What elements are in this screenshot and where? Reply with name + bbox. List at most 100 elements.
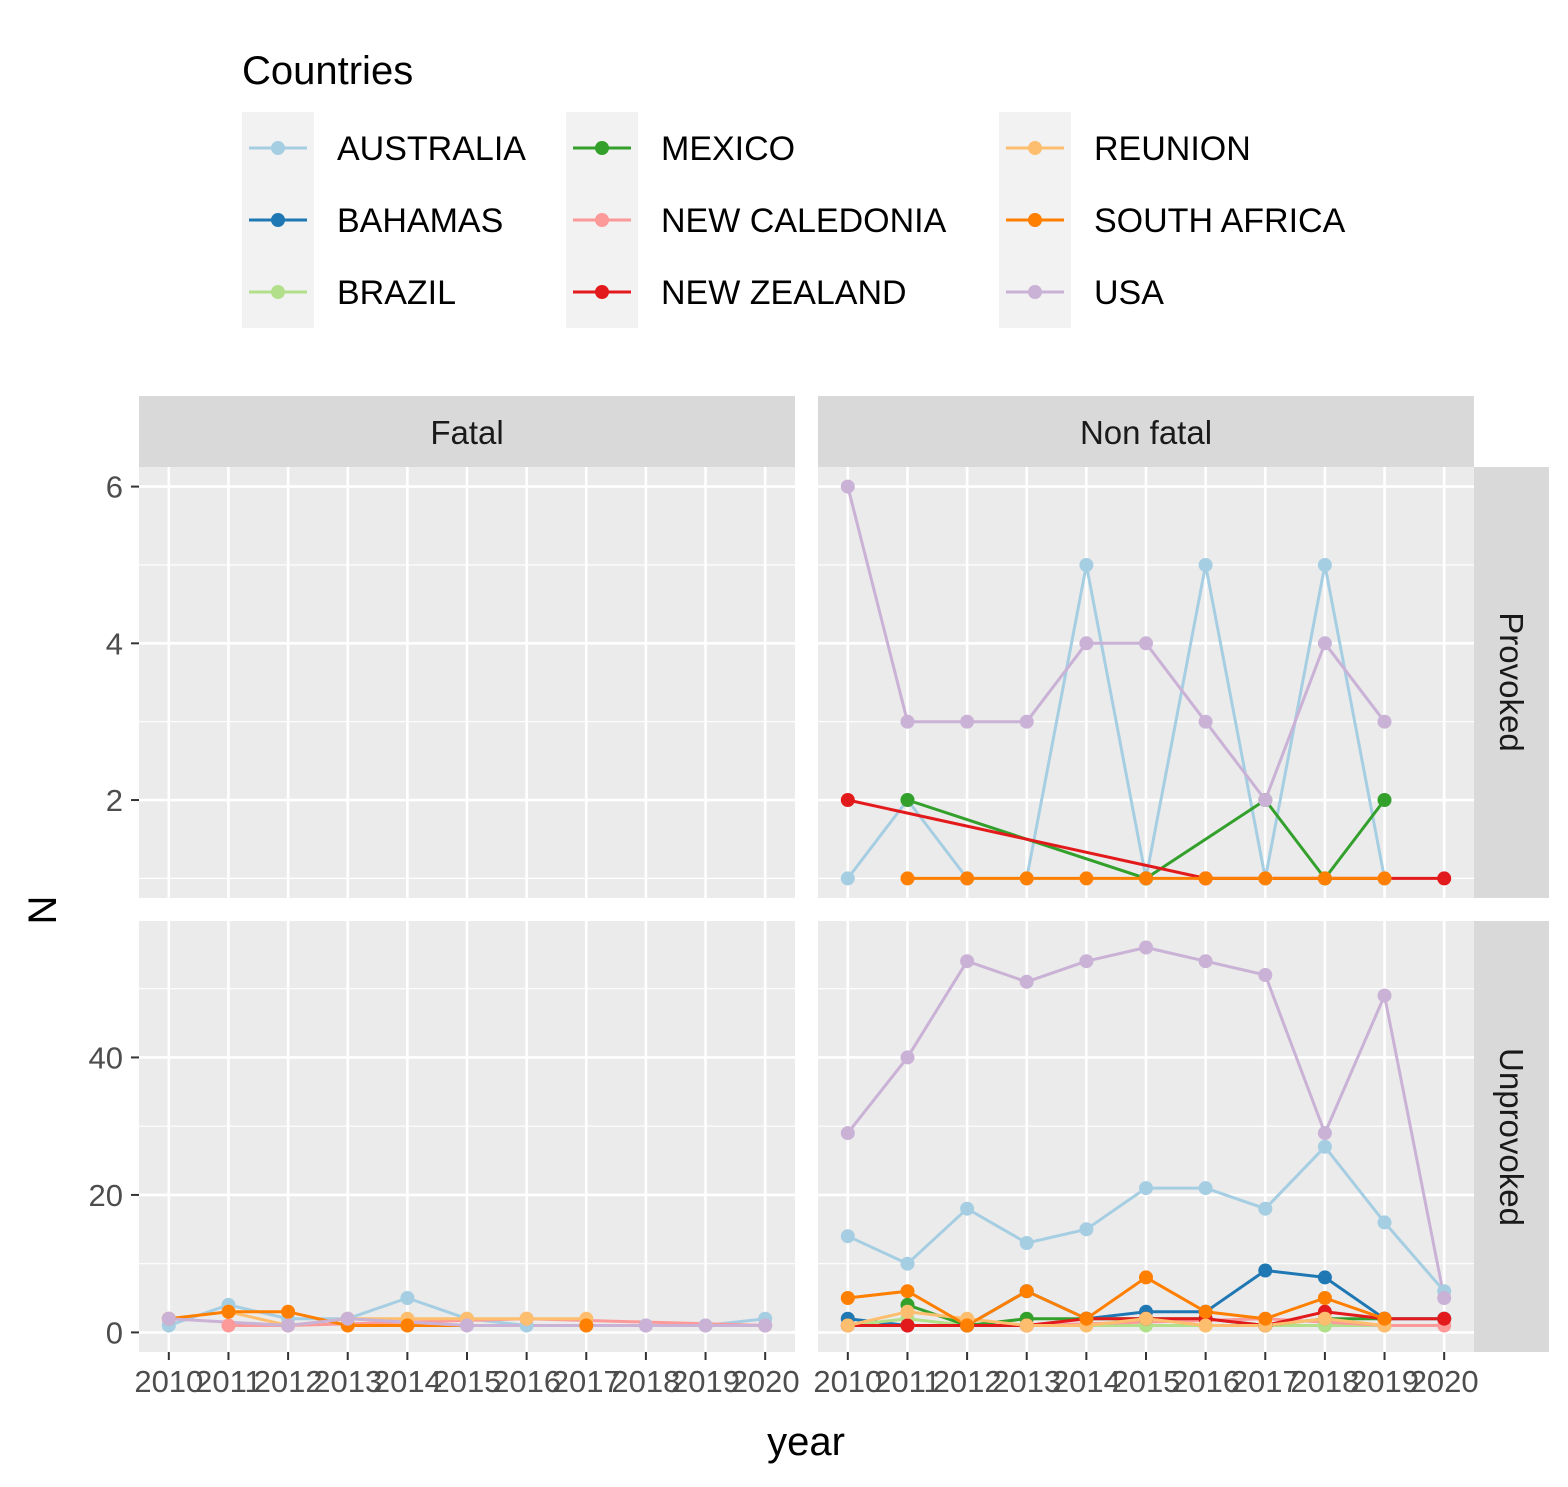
y-tick-label: 4 xyxy=(106,626,123,661)
data-point-usa xyxy=(1079,636,1094,651)
legend: Countries AUSTRALIA BAHAMAS BRAZIL MEXICO NE… xyxy=(242,49,1346,328)
legend-key-point xyxy=(595,141,609,155)
legend-label-new-caledonia: NEW CALEDONIA xyxy=(661,202,947,240)
data-point-reunion xyxy=(1139,1311,1153,1326)
data-point-australia xyxy=(900,1256,915,1271)
data-point-usa xyxy=(1139,636,1153,651)
strip-label-provoked: Provoked xyxy=(1493,612,1530,751)
x-tick-label: 2020 xyxy=(1410,1364,1479,1399)
legend-key-point xyxy=(271,285,285,299)
legend-label-brazil: BRAZIL xyxy=(337,274,456,312)
data-point-usa xyxy=(698,1318,713,1333)
data-point-usa xyxy=(1317,636,1332,651)
strip-label-fatal: Fatal xyxy=(430,414,503,451)
y-tick-label: 2 xyxy=(106,783,123,818)
legend-label-australia: AUSTRALIA xyxy=(337,130,526,168)
data-point-south-africa xyxy=(1198,1304,1213,1319)
data-point-new-zealand xyxy=(1437,1311,1452,1326)
data-point-south-africa xyxy=(1258,871,1273,886)
data-point-usa xyxy=(1198,714,1213,729)
data-point-south-africa xyxy=(1079,1311,1094,1326)
legend-item-bahamas: BAHAMAS xyxy=(242,184,503,256)
series-line-usa xyxy=(846,486,1386,802)
data-point-usa xyxy=(1258,968,1273,982)
data-point-usa xyxy=(840,479,855,494)
data-point-south-africa xyxy=(1258,1311,1273,1326)
panel-non-fatal-provoked xyxy=(818,467,1474,898)
legend-item-south-africa: SOUTH AFRICA xyxy=(999,184,1346,256)
data-point-new-zealand xyxy=(1437,871,1452,886)
data-point-usa xyxy=(960,714,975,729)
data-point-reunion xyxy=(840,1318,855,1333)
data-point-mexico xyxy=(900,793,915,807)
data-point-australia xyxy=(1079,1222,1094,1237)
data-point-usa xyxy=(960,954,975,969)
data-point-south-africa xyxy=(1377,871,1392,886)
legend-item-brazil: BRAZIL xyxy=(242,256,456,328)
legend-key-point xyxy=(1028,285,1042,299)
x-tick-label: 2016 xyxy=(492,1364,561,1399)
data-point-australia xyxy=(1258,1201,1273,1216)
legend-label-bahamas: BAHAMAS xyxy=(337,202,503,240)
data-point-australia xyxy=(1139,1181,1153,1196)
data-point-south-africa xyxy=(221,1304,236,1319)
data-point-australia xyxy=(840,871,855,886)
data-point-mexico xyxy=(1377,793,1392,807)
data-point-usa xyxy=(1377,988,1392,1003)
data-point-south-africa xyxy=(1019,871,1034,886)
strip-label-non-fatal: Non fatal xyxy=(1080,414,1212,451)
panel-fatal-provoked: 2 4 6 xyxy=(106,467,795,898)
x-tick-label: 2012 xyxy=(933,1364,1002,1399)
data-point-usa xyxy=(1019,974,1034,989)
data-point-australia xyxy=(960,1201,975,1216)
data-point-usa xyxy=(900,714,915,729)
data-point-south-africa xyxy=(900,1284,915,1299)
data-point-south-africa xyxy=(400,1318,415,1333)
data-point-south-africa xyxy=(1139,871,1153,886)
data-point-australia xyxy=(1317,558,1332,572)
x-tick-label: 2012 xyxy=(254,1364,323,1399)
data-point-usa xyxy=(1437,1291,1452,1305)
legend-item-mexico: MEXICO xyxy=(566,112,795,184)
strip-top-fatal: Fatal xyxy=(139,396,795,467)
data-point-australia xyxy=(840,1229,855,1244)
x-tick-label: 2018 xyxy=(1290,1364,1359,1399)
data-point-australia xyxy=(1198,1181,1213,1196)
data-point-usa xyxy=(340,1311,355,1326)
data-point-australia xyxy=(1317,1139,1332,1154)
x-tick-label: 2016 xyxy=(1171,1364,1240,1399)
data-point-new-zealand xyxy=(840,793,855,807)
x-tick-label: 2011 xyxy=(874,1364,941,1399)
y-tick-label: 6 xyxy=(106,470,123,505)
legend-item-usa: USA xyxy=(999,256,1164,328)
legend-label-reunion: REUNION xyxy=(1094,130,1251,168)
series-line-south-africa xyxy=(168,1310,587,1327)
legend-key-point xyxy=(1028,213,1042,227)
x-tick-label: 2019 xyxy=(671,1364,740,1399)
data-point-australia xyxy=(1019,1236,1034,1250)
data-point-south-africa xyxy=(1377,1311,1392,1326)
data-point-reunion xyxy=(900,1304,915,1319)
panel-fatal-unprovoked: 0204020102011201220132014201520162017201… xyxy=(89,921,800,1399)
series-line-south-africa xyxy=(847,1275,1385,1327)
data-point-reunion xyxy=(519,1311,534,1326)
legend-item-new-caledonia: NEW CALEDONIA xyxy=(566,184,947,256)
x-tick-label: 2015 xyxy=(1112,1364,1181,1399)
data-point-australia xyxy=(400,1291,415,1305)
data-point-usa xyxy=(900,1050,915,1065)
data-point-usa xyxy=(460,1318,474,1333)
legend-key-point xyxy=(1028,141,1042,155)
x-tick-label: 2015 xyxy=(433,1364,502,1399)
data-point-usa xyxy=(1317,1126,1332,1141)
data-point-usa xyxy=(1377,714,1392,729)
strip-label-unprovoked: Unprovoked xyxy=(1493,1048,1530,1226)
data-point-reunion xyxy=(1019,1318,1034,1333)
data-point-new-zealand xyxy=(900,1318,915,1333)
data-point-south-africa xyxy=(1139,1270,1153,1285)
data-point-usa xyxy=(840,1126,855,1141)
legend-label-mexico: MEXICO xyxy=(661,130,795,168)
data-point-usa xyxy=(1198,954,1213,969)
data-point-reunion xyxy=(1198,1318,1213,1333)
data-point-south-africa xyxy=(960,1318,975,1333)
